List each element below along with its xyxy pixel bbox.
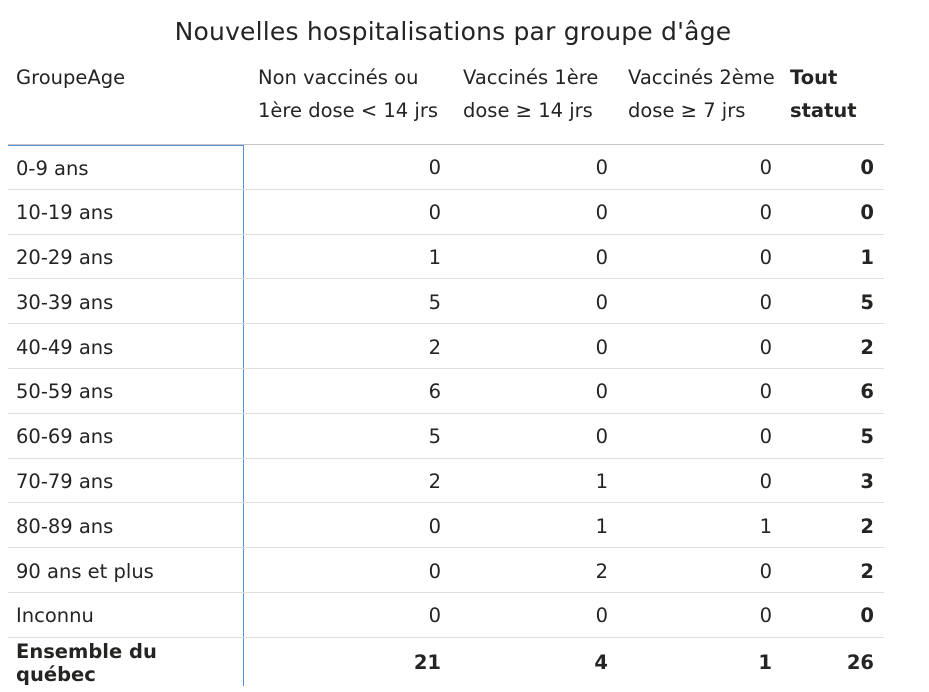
column-header-tout-statut-line2: statut bbox=[790, 99, 857, 122]
table-row[interactable]: 20-29 ans 1 0 0 1 bbox=[8, 234, 884, 280]
hospitalizations-matrix: GroupeAge Non vaccinés ou 1ère dose < 14… bbox=[8, 58, 884, 686]
table-row[interactable]: 50-59 ans 6 0 0 6 bbox=[8, 368, 884, 414]
visual-title: Nouvelles hospitalisations par groupe d'… bbox=[174, 17, 732, 46]
matrix-body: 0-9 ans 0 0 0 0 10-19 ans 0 0 0 0 20-29 ans 1 0 0 1 30-… bbox=[8, 145, 884, 686]
column-header-vaccines-1ere-dose[interactable]: Vaccinés 1ère dose ≥ 14 jrs bbox=[451, 58, 615, 144]
column-header-vaccines-2eme-dose-line1: Vaccinés 2ème bbox=[628, 66, 775, 89]
cell-tout-statut: 5 bbox=[860, 425, 874, 449]
row-label-groupeage: 80-89 ans bbox=[8, 503, 244, 548]
row-label-groupeage: 70-79 ans bbox=[8, 458, 244, 503]
column-header-tout-statut[interactable]: Tout statut bbox=[782, 58, 884, 144]
cell-tout-statut: 0 bbox=[860, 201, 874, 225]
row-label-groupeage: 40-49 ans bbox=[8, 324, 244, 368]
cell-vaccines-1ere-dose: 0 bbox=[595, 380, 608, 404]
cell-vaccines-2eme-dose: 0 bbox=[759, 380, 772, 404]
cell-vaccines-2eme-dose: 0 bbox=[759, 245, 772, 269]
column-header-vaccines-1ere-dose-line1: Vaccinés 1ère bbox=[463, 66, 599, 89]
cell-non-vaccines: 5 bbox=[428, 425, 441, 449]
cell-non-vaccines: 2 bbox=[428, 335, 441, 359]
table-row[interactable]: 0-9 ans 0 0 0 0 bbox=[8, 145, 884, 190]
cell-vaccines-1ere-dose: 1 bbox=[595, 469, 608, 493]
row-label-groupeage: 20-29 ans bbox=[8, 234, 244, 279]
cell-vaccines-1ere-dose: 0 bbox=[595, 604, 608, 628]
cell-non-vaccines: 0 bbox=[428, 604, 441, 628]
column-header-non-vaccines[interactable]: Non vaccinés ou 1ère dose < 14 jrs bbox=[244, 58, 451, 144]
cell-vaccines-2eme-dose: 0 bbox=[759, 425, 772, 449]
cell-vaccines-1ere-dose: 0 bbox=[595, 425, 608, 449]
cell-tout-statut: 2 bbox=[860, 514, 874, 538]
cell-vaccines-2eme-dose: 0 bbox=[759, 335, 772, 359]
cell-tout-statut: 26 bbox=[846, 651, 874, 675]
table-row[interactable]: 30-39 ans 5 0 0 5 bbox=[8, 279, 884, 325]
cell-tout-statut: 1 bbox=[860, 245, 874, 269]
cell-tout-statut: 0 bbox=[860, 156, 874, 180]
cell-tout-statut: 5 bbox=[860, 290, 874, 314]
cell-vaccines-1ere-dose: 4 bbox=[594, 651, 608, 675]
cell-vaccines-1ere-dose: 1 bbox=[595, 514, 608, 538]
column-header-vaccines-2eme-dose[interactable]: Vaccinés 2ème dose ≥ 7 jrs bbox=[615, 58, 782, 144]
column-header-groupeage[interactable]: GroupeAge bbox=[8, 58, 244, 144]
cell-tout-statut: 2 bbox=[860, 559, 874, 583]
table-row[interactable]: 70-79 ans 2 1 0 3 bbox=[8, 458, 884, 504]
row-label-groupeage: 90 ans et plus bbox=[8, 548, 244, 592]
column-header-vaccines-2eme-dose-line2: dose ≥ 7 jrs bbox=[628, 99, 746, 122]
cell-non-vaccines: 6 bbox=[428, 380, 441, 404]
cell-tout-statut: 2 bbox=[860, 335, 874, 359]
cell-non-vaccines: 0 bbox=[428, 201, 441, 225]
cell-vaccines-2eme-dose: 1 bbox=[758, 651, 772, 675]
cell-non-vaccines: 0 bbox=[428, 514, 441, 538]
cell-vaccines-1ere-dose: 0 bbox=[595, 245, 608, 269]
row-label-groupeage: 60-69 ans bbox=[8, 413, 244, 458]
cell-vaccines-2eme-dose: 0 bbox=[759, 559, 772, 583]
row-label-groupeage: Inconnu bbox=[8, 592, 244, 637]
table-row[interactable]: 40-49 ans 2 0 0 2 bbox=[8, 324, 884, 369]
table-row[interactable]: 60-69 ans 5 0 0 5 bbox=[8, 413, 884, 459]
cell-non-vaccines: 21 bbox=[413, 651, 441, 675]
cell-vaccines-2eme-dose: 1 bbox=[759, 514, 772, 538]
column-header-tout-statut-line1: Tout bbox=[790, 66, 838, 89]
cell-non-vaccines: 0 bbox=[428, 156, 441, 180]
cell-non-vaccines: 2 bbox=[428, 469, 441, 493]
table-row[interactable]: Inconnu 0 0 0 0 bbox=[8, 592, 884, 638]
cell-vaccines-1ere-dose: 0 bbox=[595, 201, 608, 225]
cell-non-vaccines: 1 bbox=[428, 245, 441, 269]
cell-vaccines-1ere-dose: 2 bbox=[595, 559, 608, 583]
cell-vaccines-2eme-dose: 0 bbox=[759, 290, 772, 314]
column-header-non-vaccines-line1: Non vaccinés ou bbox=[258, 66, 419, 89]
grand-total-label: Ensemble du québec bbox=[8, 637, 244, 686]
table-row[interactable]: 80-89 ans 0 1 1 2 bbox=[8, 503, 884, 549]
table-row[interactable]: 10-19 ans 0 0 0 0 bbox=[8, 189, 884, 235]
cell-vaccines-2eme-dose: 0 bbox=[759, 604, 772, 628]
matrix-header-row: GroupeAge Non vaccinés ou 1ère dose < 14… bbox=[8, 58, 884, 145]
cell-vaccines-1ere-dose: 0 bbox=[595, 335, 608, 359]
cell-non-vaccines: 5 bbox=[428, 290, 441, 314]
cell-vaccines-1ere-dose: 0 bbox=[595, 290, 608, 314]
row-label-groupeage: 10-19 ans bbox=[8, 189, 244, 234]
cell-tout-statut: 0 bbox=[860, 604, 874, 628]
column-header-non-vaccines-line2: 1ère dose < 14 jrs bbox=[258, 99, 438, 122]
cell-vaccines-2eme-dose: 0 bbox=[759, 201, 772, 225]
row-label-groupeage: 30-39 ans bbox=[8, 279, 244, 324]
cell-vaccines-1ere-dose: 0 bbox=[595, 156, 608, 180]
row-label-groupeage: 0-9 ans bbox=[8, 145, 244, 189]
grand-total-row[interactable]: Ensemble du québec 21 4 1 26 bbox=[8, 637, 884, 686]
cell-vaccines-2eme-dose: 0 bbox=[759, 156, 772, 180]
table-row[interactable]: 90 ans et plus 0 2 0 2 bbox=[8, 548, 884, 593]
cell-vaccines-2eme-dose: 0 bbox=[759, 469, 772, 493]
cell-tout-statut: 3 bbox=[860, 469, 874, 493]
cell-tout-statut: 6 bbox=[860, 380, 874, 404]
column-header-groupeage-label: GroupeAge bbox=[16, 66, 126, 89]
row-label-groupeage: 50-59 ans bbox=[8, 368, 244, 413]
cell-non-vaccines: 0 bbox=[428, 559, 441, 583]
column-header-vaccines-1ere-dose-line2: dose ≥ 14 jrs bbox=[463, 99, 593, 122]
